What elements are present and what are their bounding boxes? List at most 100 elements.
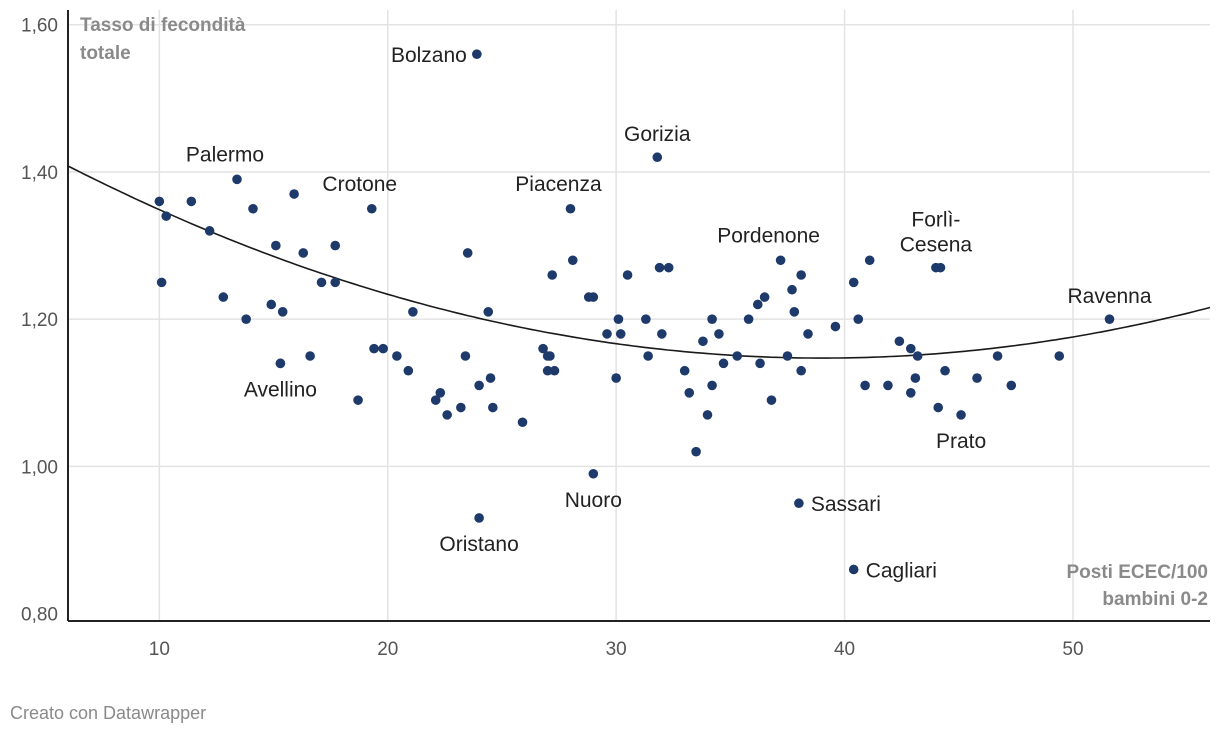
data-point-labeled bbox=[472, 49, 482, 59]
x-tick-label: 20 bbox=[377, 639, 398, 660]
data-point bbox=[905, 387, 916, 398]
data-point bbox=[545, 351, 555, 361]
data-point bbox=[403, 365, 414, 376]
data-point bbox=[488, 402, 498, 413]
point-label: Cagliari bbox=[866, 559, 937, 582]
x-tick-label: 50 bbox=[1062, 639, 1083, 660]
data-point bbox=[218, 292, 229, 302]
axis-titles: Tasso di fecondità totale Posti ECEC/100… bbox=[80, 15, 1208, 610]
trend-curve bbox=[67, 165, 1211, 359]
x-tick-label: 10 bbox=[149, 639, 170, 660]
data-point bbox=[718, 358, 729, 369]
data-point bbox=[588, 292, 599, 302]
data-point bbox=[743, 314, 754, 324]
data-point bbox=[663, 262, 674, 273]
data-point bbox=[615, 329, 626, 339]
data-point bbox=[567, 255, 578, 266]
data-point bbox=[485, 373, 496, 383]
data-point bbox=[611, 373, 621, 383]
point-label: Piacenza bbox=[515, 173, 602, 196]
x-tick-label: 40 bbox=[834, 639, 855, 660]
data-point bbox=[830, 321, 841, 332]
data-point-labeled bbox=[794, 498, 804, 509]
y-tick-label: 1,20 bbox=[21, 310, 58, 331]
data-point bbox=[1006, 380, 1017, 391]
point-label: Gorizia bbox=[624, 123, 691, 146]
data-point bbox=[154, 196, 165, 207]
data-point bbox=[691, 446, 701, 457]
data-point bbox=[789, 307, 800, 317]
data-point-labeled bbox=[931, 262, 941, 273]
data-point-labeled bbox=[956, 410, 966, 420]
data-point bbox=[474, 380, 484, 391]
data-point bbox=[430, 395, 441, 405]
scatter-chart: 10 20 30 40 50 0,80 1,00 1,20 1,40 1,60 Bolzano Go… bbox=[21, 10, 1211, 660]
x-axis-title-line-1: Posti ECEC/100 bbox=[1067, 562, 1209, 583]
data-point bbox=[316, 277, 327, 288]
data-point bbox=[298, 248, 309, 258]
data-point bbox=[435, 387, 446, 398]
data-point-labeled bbox=[588, 468, 599, 479]
point-label: Palermo bbox=[186, 143, 264, 166]
data-point bbox=[894, 336, 905, 347]
data-point-labeled bbox=[848, 564, 859, 575]
point-label: Cesena bbox=[900, 234, 973, 257]
data-point-labeled bbox=[1104, 314, 1115, 324]
y-tick-label: 0,80 bbox=[21, 605, 58, 626]
data-point bbox=[542, 365, 553, 376]
y-tick-label: 1,00 bbox=[21, 457, 58, 478]
data-point bbox=[702, 410, 713, 420]
data-point bbox=[860, 380, 870, 391]
data-point bbox=[853, 314, 864, 324]
data-point bbox=[353, 395, 363, 405]
data-point bbox=[547, 270, 558, 280]
data-point bbox=[910, 373, 921, 383]
data-point bbox=[549, 365, 560, 376]
data-point bbox=[408, 307, 418, 317]
point-label: Avellino bbox=[244, 378, 317, 401]
data-point bbox=[679, 365, 690, 376]
point-label: Bolzano bbox=[391, 44, 467, 67]
data-points bbox=[154, 49, 1115, 575]
data-point bbox=[707, 380, 717, 391]
point-label: Sassari bbox=[811, 493, 881, 516]
data-point bbox=[186, 196, 197, 207]
data-point-labeled bbox=[775, 255, 786, 266]
point-label: Pordenone bbox=[717, 224, 820, 247]
x-axis-title-line-2: bambini 0-2 bbox=[1102, 589, 1208, 610]
axes: 10 20 30 40 50 0,80 1,00 1,20 1,40 1,60 bbox=[21, 10, 1210, 660]
data-point bbox=[538, 343, 548, 354]
point-label: Crotone bbox=[322, 173, 397, 196]
data-point bbox=[266, 299, 277, 310]
x-tick-label: 30 bbox=[606, 639, 627, 660]
y-tick-label: 1,40 bbox=[21, 163, 58, 184]
data-point bbox=[289, 189, 299, 199]
data-point bbox=[992, 351, 1003, 361]
data-point bbox=[766, 395, 777, 405]
trendline bbox=[67, 165, 1211, 359]
data-point bbox=[602, 329, 612, 339]
data-point bbox=[622, 270, 633, 280]
gridlines bbox=[68, 10, 1210, 621]
point-label: Prato bbox=[936, 430, 986, 453]
data-point bbox=[460, 351, 471, 361]
data-point bbox=[248, 203, 258, 214]
data-point bbox=[241, 314, 251, 324]
data-point bbox=[803, 329, 813, 339]
y-axis-title-line-1: Tasso di fecondità bbox=[80, 15, 246, 36]
data-point-labeled bbox=[275, 358, 286, 369]
data-point bbox=[156, 277, 167, 288]
point-label: Nuoro bbox=[565, 489, 622, 512]
data-point bbox=[707, 314, 717, 324]
data-point bbox=[330, 277, 341, 288]
data-point bbox=[714, 329, 724, 339]
data-point-labeled bbox=[366, 203, 377, 214]
data-point bbox=[698, 336, 708, 347]
data-point bbox=[517, 417, 528, 428]
y-tick-label: 1,60 bbox=[21, 16, 58, 37]
data-point bbox=[204, 226, 215, 236]
data-point bbox=[759, 292, 770, 302]
data-point bbox=[905, 343, 916, 354]
data-point bbox=[456, 402, 466, 413]
data-point bbox=[378, 343, 388, 354]
